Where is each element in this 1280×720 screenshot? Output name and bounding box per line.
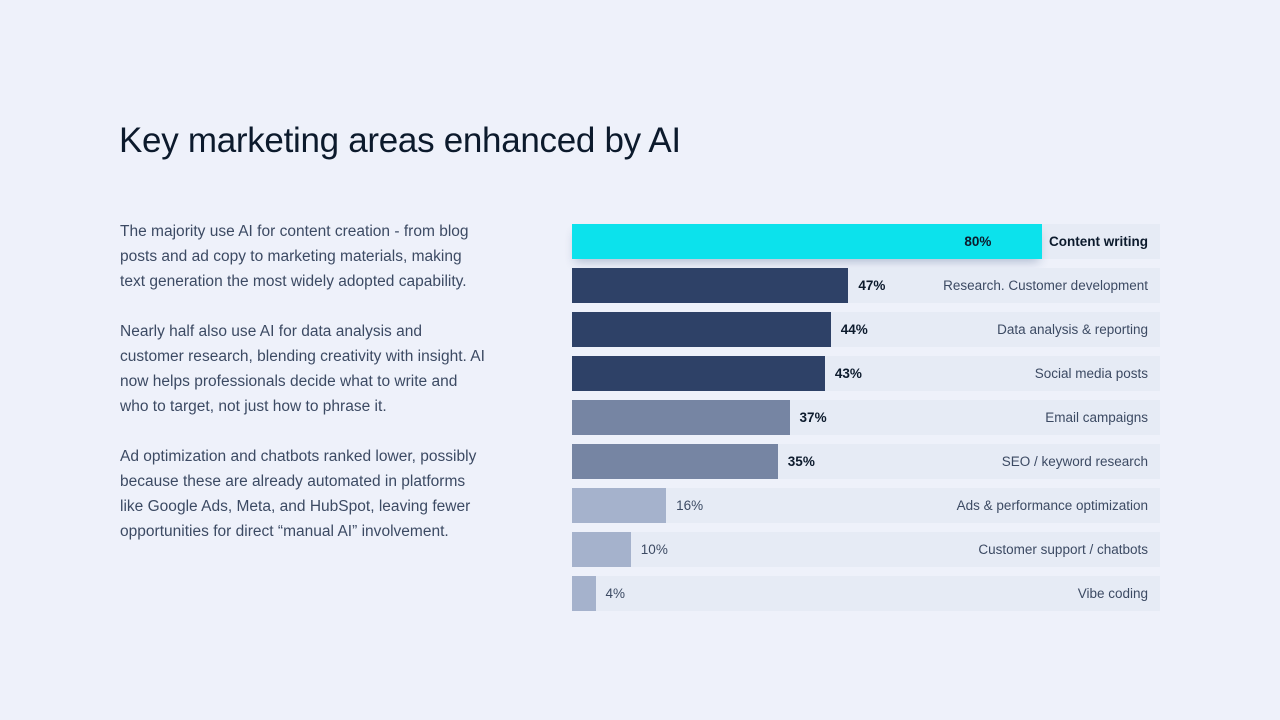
bar-row: 47% Research. Customer development	[572, 268, 1160, 303]
paragraph-3: Ad optimization and chatbots ranked lowe…	[120, 448, 477, 540]
bar-value: 80%	[964, 234, 992, 249]
bar-row: 80% Content writing	[572, 224, 1160, 259]
bar-label: Content writing	[1049, 234, 1148, 249]
bar-value: 35%	[787, 454, 815, 469]
bar-fill	[572, 488, 667, 523]
bar-fill	[572, 224, 1043, 259]
bar-value: 37%	[799, 410, 827, 425]
bar-label: Ads & performance optimization	[956, 498, 1148, 513]
body-copy: The majority use AI for content creation…	[120, 219, 486, 544]
bar-label: Customer support / chatbots	[978, 542, 1148, 557]
bar-value: 16%	[676, 498, 704, 513]
bar-fill	[572, 268, 849, 303]
bar-value: 4%	[605, 586, 626, 601]
horizontal-bar-chart: 80% Content writing 47% Research. Customer …	[572, 224, 1160, 611]
bar-row: 10% Customer support / chatbots	[572, 532, 1160, 567]
bar-row: 37% Email campaigns	[572, 400, 1160, 435]
bar-fill	[572, 400, 790, 435]
bar-value: 10%	[640, 542, 668, 557]
bar-row: 43% Social media posts	[572, 356, 1160, 391]
bar-fill	[572, 444, 778, 479]
bar-label: Data analysis & reporting	[997, 322, 1148, 337]
bar-label: Email campaigns	[1045, 410, 1148, 425]
bar-row: 35% SEO / keyword research	[572, 444, 1160, 479]
bar-value: 44%	[840, 322, 868, 337]
bar-value: 43%	[834, 366, 862, 381]
bar-row: 16% Ads & performance optimization	[572, 488, 1160, 523]
bar-row: 4% Vibe coding	[572, 576, 1160, 611]
bar-fill	[572, 312, 831, 347]
bar-label: Social media posts	[1034, 366, 1148, 381]
bar-label: SEO / keyword research	[1001, 454, 1148, 469]
page-title: Key marketing areas enhanced by AI	[119, 121, 681, 160]
paragraph-2: Nearly half also use AI for data analysi…	[120, 323, 485, 415]
bar-fill	[572, 576, 596, 611]
bar-fill	[572, 356, 825, 391]
bar-label: Vibe coding	[1077, 586, 1148, 601]
bar-fill	[572, 532, 631, 567]
bar-row: 44% Data analysis & reporting	[572, 312, 1160, 347]
paragraph-1: The majority use AI for content creation…	[120, 223, 469, 290]
bar-label: Research. Customer development	[943, 278, 1148, 293]
bar-value: 47%	[858, 278, 886, 293]
